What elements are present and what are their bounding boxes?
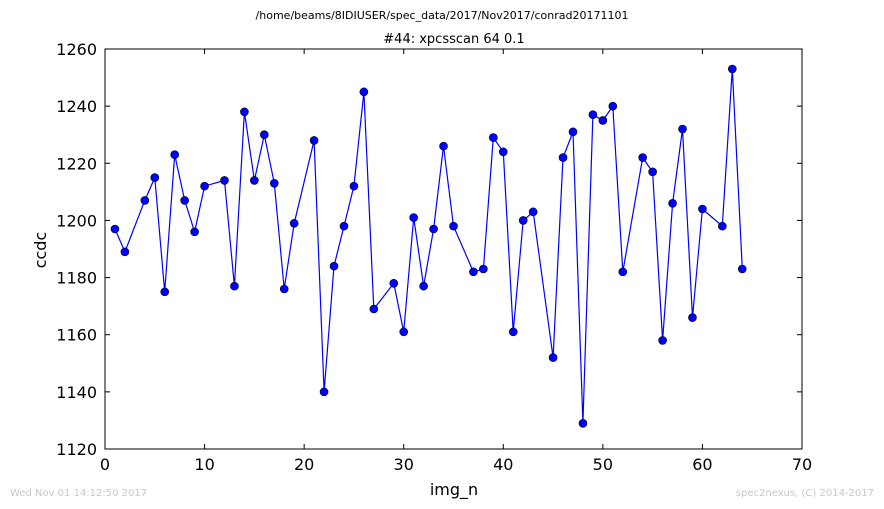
data-point: [518, 216, 528, 225]
data-point: [200, 181, 209, 191]
y-tick-label: 1180: [56, 269, 97, 288]
x-tick-label: 60: [692, 455, 712, 474]
data-point: [469, 267, 478, 277]
y-tick-label: 1240: [56, 97, 97, 116]
data-point: [339, 221, 349, 231]
series-ccdc: [110, 64, 747, 428]
data-point: [737, 264, 747, 274]
data-point: [638, 153, 647, 162]
data-point: [250, 176, 259, 185]
data-point: [498, 147, 508, 157]
data-point: [578, 418, 588, 428]
data-point: [508, 327, 518, 337]
data-point: [727, 64, 737, 74]
data-point: [289, 218, 299, 228]
y-tick-label: 1200: [56, 211, 97, 230]
data-point: [329, 261, 339, 271]
data-point: [419, 281, 428, 291]
footer-credit: spec2nexus, (C) 2014-2017: [735, 488, 874, 499]
data-point: [489, 133, 498, 142]
data-point: [349, 181, 359, 191]
data-point: [309, 136, 319, 145]
data-point: [429, 224, 438, 234]
x-tick-label: 20: [294, 455, 314, 474]
data-point: [389, 278, 399, 288]
data-point: [718, 221, 727, 231]
data-point: [608, 101, 618, 111]
data-point: [568, 127, 578, 137]
data-point: [449, 221, 458, 231]
y-tick-label: 1260: [56, 40, 97, 59]
data-point: [279, 284, 289, 294]
data-point: [558, 153, 568, 162]
data-point: [140, 196, 150, 205]
data-point: [688, 313, 697, 322]
data-point: [319, 387, 329, 397]
data-point: [678, 124, 687, 134]
data-point: [399, 327, 409, 337]
data-point: [150, 173, 160, 182]
y-tick-label: 1140: [56, 383, 97, 402]
data-point: [359, 87, 369, 97]
y-tick-label: 1160: [56, 326, 97, 345]
chart-title: #44: xpcsscan 64 0.1: [383, 32, 524, 47]
data-point: [240, 107, 249, 117]
data-point: [588, 110, 598, 120]
x-tick-label: 10: [194, 455, 214, 474]
y-axis-label: ccdc: [31, 232, 50, 269]
data-point: [598, 116, 608, 125]
y-tick-label: 1120: [56, 440, 97, 459]
data-point: [260, 130, 269, 140]
data-point: [369, 304, 379, 314]
data-point: [220, 176, 229, 185]
series-line: [114, 68, 743, 424]
data-point: [160, 287, 170, 297]
y-axis: 1120 1140 1160 1180 1200 1220 1240 1260: [56, 40, 802, 459]
data-point: [190, 227, 199, 237]
y-tick-label: 1220: [56, 154, 97, 173]
data-point: [269, 178, 279, 188]
x-axis: 0 10 20 30 40 50 60 70: [100, 49, 812, 474]
data-point: [668, 198, 677, 208]
x-tick-label: 70: [792, 455, 812, 474]
data-point: [618, 267, 628, 277]
data-point: [528, 207, 538, 217]
x-axis-label: img_n: [430, 480, 478, 500]
data-point: [180, 196, 189, 205]
data-point: [548, 353, 558, 362]
footer-timestamp: Wed Nov 01 14:12:50 2017: [10, 488, 148, 499]
data-point: [658, 336, 667, 345]
plot-area: [104, 48, 803, 450]
data-point: [698, 204, 707, 214]
data-point: [648, 167, 657, 177]
chart-suptitle: /home/beams/8IDIUSER/spec_data/2017/Nov2…: [256, 9, 629, 22]
data-point: [230, 281, 239, 291]
data-point: [439, 141, 448, 151]
x-tick-label: 0: [100, 455, 110, 474]
x-tick-label: 50: [593, 455, 613, 474]
data-point: [120, 247, 130, 257]
data-point: [409, 213, 418, 222]
data-point: [170, 150, 179, 160]
data-point: [110, 224, 120, 234]
x-tick-label: 40: [493, 455, 513, 474]
x-tick-label: 30: [394, 455, 414, 474]
data-point: [479, 264, 488, 274]
